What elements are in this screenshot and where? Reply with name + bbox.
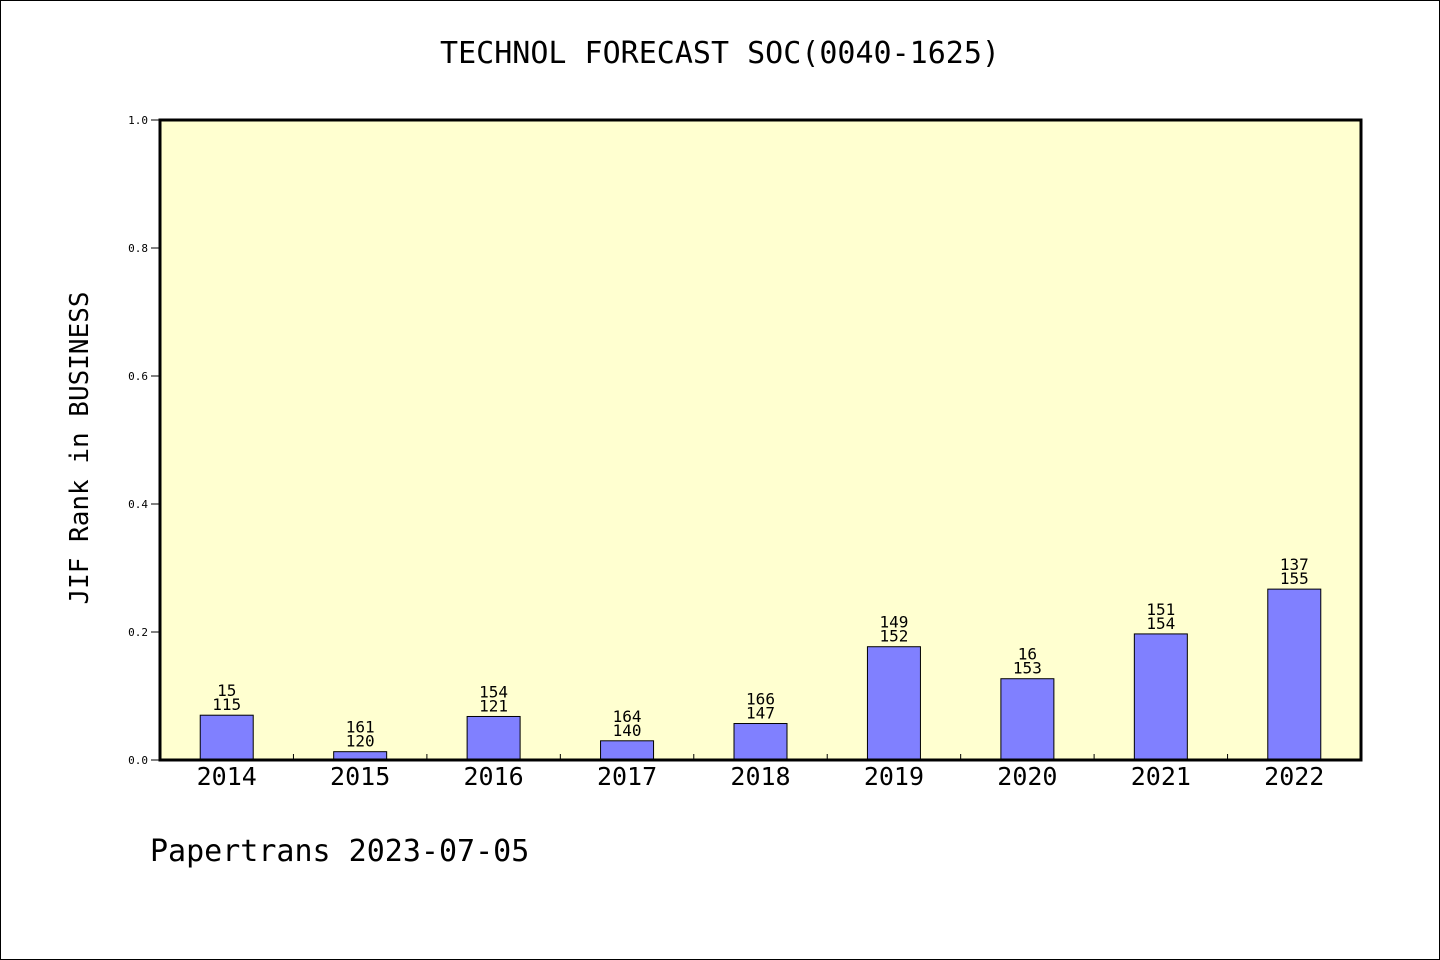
bar-2014 <box>199 714 254 761</box>
bar-label-top: 161 <box>346 718 375 737</box>
x-tick-label: 2014 <box>197 762 257 791</box>
y-tick-label: 0.6 <box>128 370 148 383</box>
bar-2018 <box>733 723 788 761</box>
bar-label-top: 149 <box>879 613 908 632</box>
chart-title: TECHNOL FORECAST SOC(0040-1625) <box>440 36 1000 71</box>
y-tick-label: 0.4 <box>128 498 148 511</box>
bar-label-top: 15 <box>217 681 236 700</box>
bar-2019 <box>866 646 921 761</box>
y-tick-label: 0.2 <box>128 626 148 639</box>
bar-label-bottom: 120 <box>346 732 375 751</box>
bar-label-bottom: 140 <box>613 721 642 740</box>
bar-2020 <box>1000 678 1055 761</box>
bar-label-top: 151 <box>1146 600 1175 619</box>
x-tick-label: 2017 <box>597 762 657 791</box>
bar-label-bottom: 153 <box>1013 659 1042 678</box>
bar-label-bottom: 147 <box>746 704 775 723</box>
x-tick-label: 2022 <box>1264 762 1324 791</box>
plot-border <box>158 118 1363 762</box>
bar-label-bottom: 155 <box>1280 569 1309 588</box>
x-tick-label: 2021 <box>1131 762 1191 791</box>
bar-label-bottom: 115 <box>212 695 241 714</box>
bar-label-bottom: 154 <box>1146 614 1175 633</box>
bar-label-top: 154 <box>479 682 508 701</box>
bar-2021 <box>1133 633 1188 761</box>
y-tick-label: 1.0 <box>128 114 148 127</box>
x-tick-label: 2019 <box>864 762 924 791</box>
x-tick-label: 2018 <box>730 762 790 791</box>
footer-credit: Papertrans 2023-07-05 <box>150 834 530 869</box>
bar-2017 <box>600 740 655 761</box>
y-tick-label: 0.0 <box>128 754 148 767</box>
x-tick-label: 2016 <box>464 762 524 791</box>
bar-label-top: 164 <box>613 707 642 726</box>
x-tick-label: 2015 <box>330 762 390 791</box>
x-tick-label: 2020 <box>997 762 1057 791</box>
bar-label-top: 166 <box>746 690 775 709</box>
bar-label-top: 137 <box>1280 555 1309 574</box>
bar-label-top: 16 <box>1018 645 1037 664</box>
bar-2022 <box>1267 588 1322 761</box>
bar-2016 <box>466 715 521 761</box>
bar-label-bottom: 152 <box>879 627 908 646</box>
y-tick-label: 0.8 <box>128 242 148 255</box>
bar-label-bottom: 121 <box>479 696 508 715</box>
